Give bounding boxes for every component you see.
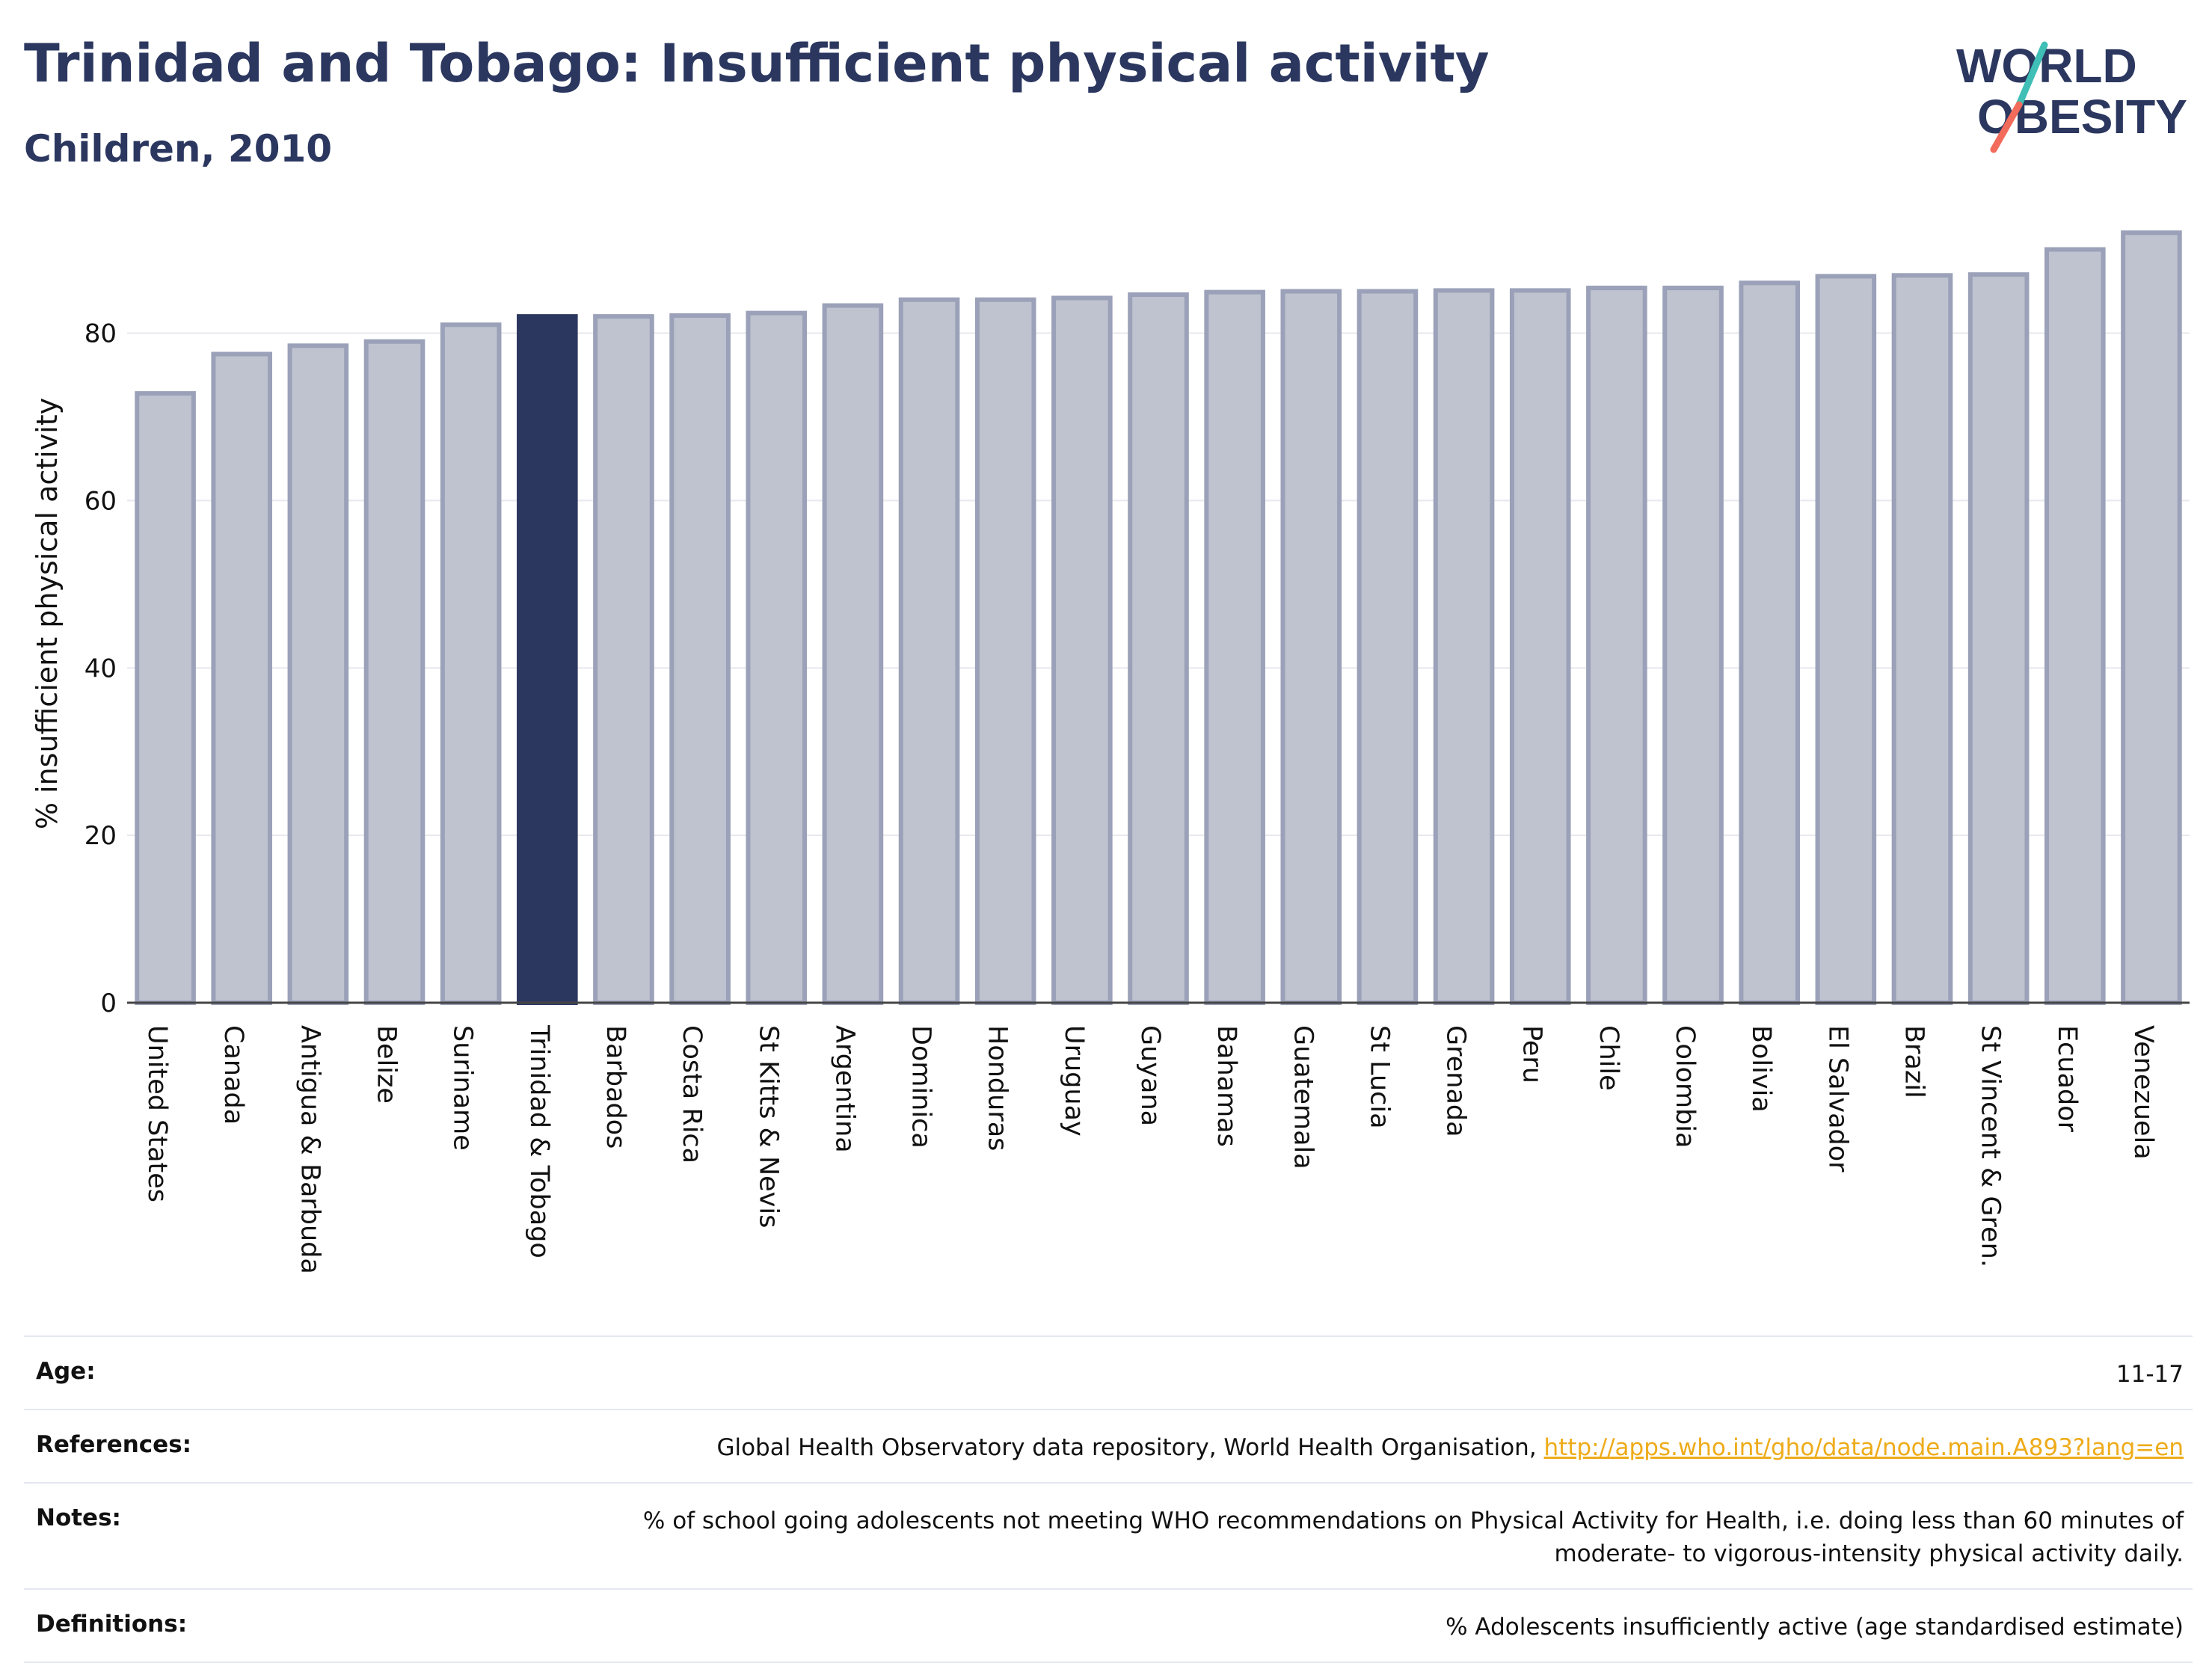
x-tick-label: Grenada xyxy=(1441,1025,1471,1137)
references-label: References: xyxy=(36,1431,192,1459)
bar-st-lucia xyxy=(1357,289,1419,1005)
x-tick-label: Bahamas xyxy=(1211,1025,1241,1147)
logo-slash-coral xyxy=(1990,101,2023,153)
age-label: Age: xyxy=(36,1358,96,1385)
bar-bahamas xyxy=(1204,289,1265,1006)
bar-st-vincent-gren xyxy=(1967,272,2030,1005)
x-tick-label: Peru xyxy=(1517,1025,1547,1083)
y-tick-label: 40 xyxy=(85,654,117,683)
bar-brazil xyxy=(1891,273,1953,1005)
age-value: 11-17 xyxy=(2116,1361,2184,1388)
bar-barbados xyxy=(593,314,654,1005)
bar-uruguay xyxy=(1051,295,1113,1005)
age-row: Age: 11-17 xyxy=(24,1335,2193,1409)
definitions-label: Definitions: xyxy=(36,1611,188,1638)
chart-subtitle: Children, 2010 xyxy=(24,127,333,170)
x-tick-label: Colombia xyxy=(1670,1025,1700,1148)
bar-canada xyxy=(211,351,273,1005)
bar-costa-rica xyxy=(669,313,731,1005)
bar-guatemala xyxy=(1280,289,1342,1005)
x-tick-label: Guatemala xyxy=(1288,1025,1318,1169)
references-value: Global Health Observatory data repositor… xyxy=(716,1431,2184,1464)
x-tick-label: Venezuela xyxy=(2128,1025,2158,1160)
bars xyxy=(135,230,2182,1006)
x-tick-label: Brazil xyxy=(1899,1025,1929,1098)
notes-row: Notes: % of school going adolescents not… xyxy=(24,1482,2193,1588)
bar-guyana xyxy=(1128,292,1189,1005)
y-axis-ticks: 0 20 40 60 80 xyxy=(85,319,117,1018)
bar-peru xyxy=(1509,288,1571,1006)
bar-grenada xyxy=(1433,288,1495,1006)
y-tick-label: 60 xyxy=(85,486,117,516)
bar-dominica xyxy=(898,297,960,1005)
notes-line-1: % of school going adolescents not meetin… xyxy=(642,1507,2184,1535)
bar-venezuela xyxy=(2121,230,2182,1005)
x-axis-ticks: United States Canada Antigua & Barbuda Beli… xyxy=(142,1024,2158,1274)
references-link[interactable]: http://apps.who.int/gho/data/node.main.A… xyxy=(1543,1434,2184,1462)
notes-line-2: moderate- to vigorous-intensity physical… xyxy=(1554,1540,2184,1568)
bar-honduras xyxy=(974,297,1036,1005)
x-tick-label: Antigua & Barbuda xyxy=(295,1025,325,1274)
x-tick-label: St Vincent & Gren. xyxy=(1976,1025,2006,1267)
x-tick-label: Bolivia xyxy=(1746,1025,1776,1113)
bar-argentina xyxy=(822,303,884,1006)
x-tick-label: Ecuador xyxy=(2052,1025,2082,1133)
references-row: References: Global Health Observatory da… xyxy=(24,1409,2193,1482)
x-tick-label: Suriname xyxy=(448,1025,478,1151)
y-tick-label: 20 xyxy=(85,821,117,851)
bar-chart: 0 20 40 60 80 United States Canada Antigua & B… xyxy=(31,230,2190,1274)
definitions-row: Definitions: % Adolescents insufficientl… xyxy=(24,1588,2193,1663)
notes-value: % of school going adolescents not meetin… xyxy=(643,1504,2184,1570)
bar-st-kitts-nevis xyxy=(746,310,808,1005)
x-tick-label: Trinidad & Tobago xyxy=(524,1024,554,1258)
x-tick-label: St Kitts & Nevis xyxy=(753,1025,783,1228)
x-tick-label: Barbados xyxy=(600,1025,630,1149)
bar-trinidad-tobago xyxy=(517,314,578,1005)
x-tick-label: Honduras xyxy=(983,1025,1013,1151)
x-tick-label: Dominica xyxy=(906,1025,936,1149)
bar-ecuador xyxy=(2044,247,2106,1006)
bar-antigua-barbuda xyxy=(287,343,349,1005)
x-tick-label: Argentina xyxy=(829,1025,859,1153)
x-tick-label: Costa Rica xyxy=(677,1025,707,1164)
notes-label: Notes: xyxy=(36,1504,121,1532)
bar-colombia xyxy=(1662,286,1724,1005)
references-text: Global Health Observatory data repositor… xyxy=(716,1434,1544,1462)
info-table: Age: 11-17 References: Global Health Obs… xyxy=(24,1335,2193,1663)
logo-slash-teal xyxy=(2015,41,2048,108)
x-tick-label: El Salvador xyxy=(1822,1025,1852,1172)
y-axis-label: % insufficient physical activity xyxy=(31,398,64,829)
definitions-value: % Adolescents insufficiently active (age… xyxy=(1446,1614,2184,1641)
y-tick-label: 0 xyxy=(100,989,117,1018)
world-obesity-logo: WORLD OBESITY xyxy=(1956,39,2187,153)
x-tick-label: United States xyxy=(142,1025,172,1202)
bar-belize xyxy=(363,339,425,1006)
bar-united-states xyxy=(135,391,196,1005)
x-tick-label: St Lucia xyxy=(1364,1025,1394,1129)
x-tick-label: Chile xyxy=(1594,1025,1623,1091)
y-tick-label: 80 xyxy=(85,319,117,349)
x-tick-label: Guyana xyxy=(1135,1025,1165,1126)
bar-bolivia xyxy=(1739,280,1800,1005)
x-tick-label: Canada xyxy=(218,1025,248,1125)
x-tick-label: Belize xyxy=(372,1025,402,1104)
bar-suriname xyxy=(440,322,502,1005)
chart-title: Trinidad and Tobago: Insufficient physic… xyxy=(24,33,1490,94)
bar-chile xyxy=(1586,286,1647,1005)
x-tick-label: Uruguay xyxy=(1059,1025,1089,1137)
bar-el-salvador xyxy=(1815,274,1877,1005)
